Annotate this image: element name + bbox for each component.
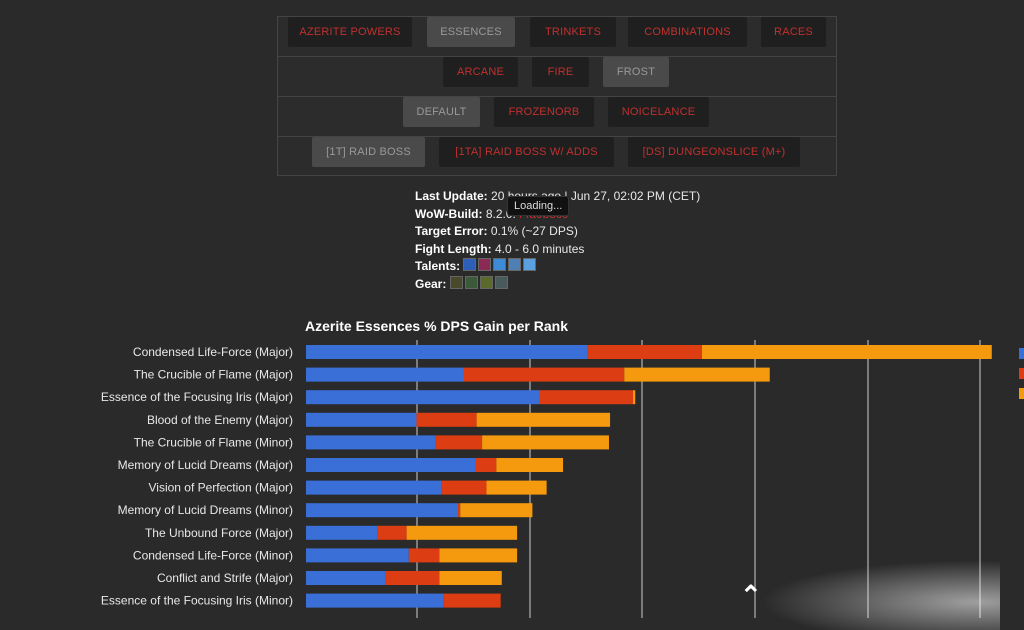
legend-swatch	[1019, 368, 1024, 379]
tab-raid-boss[interactable]: [1T] RAID BOSS	[312, 137, 425, 167]
nav-row-fight: [1T] RAID BOSS [1TA] RAID BOSS W/ ADDS […	[278, 137, 836, 176]
nav-row-talent: DEFAULT FROZENORB NOICELANCE	[278, 97, 836, 137]
bar-segment-rank-3[interactable]	[486, 480, 547, 495]
bar-segment-rank-1[interactable]	[306, 525, 378, 540]
top-cut-text	[0, 0, 1024, 6]
bar-segment-rank-3[interactable]	[624, 367, 770, 382]
category-label: The Crucible of Flame (Minor)	[134, 435, 293, 449]
bar-segment-rank-2[interactable]	[416, 412, 477, 427]
talent-icon-1[interactable]	[463, 258, 477, 271]
tab-default[interactable]: DEFAULT	[403, 97, 480, 127]
gear-line: Gear:	[415, 275, 700, 294]
filter-panel: AZERITE POWERS ESSENCES TRINKETS COMBINA…	[277, 16, 837, 176]
tab-frost[interactable]: FROST	[603, 57, 669, 87]
tab-dungeonslice[interactable]: [DS] DUNGEONSLICE (M+)	[628, 137, 800, 167]
tab-races[interactable]: RACES	[761, 17, 826, 47]
category-label: The Unbound Force (Major)	[145, 526, 293, 540]
category-label: Memory of Lucid Dreams (Major)	[118, 458, 293, 472]
nav-row-spec: ARCANE FIRE FROST	[278, 57, 836, 97]
bar-segment-rank-3[interactable]	[406, 525, 518, 540]
wow-build-label: WoW-Build:	[415, 206, 483, 221]
category-label: Essence of the Focusing Iris (Major)	[101, 390, 293, 404]
bar-segment-rank-3[interactable]	[633, 390, 636, 405]
bar-segment-rank-3[interactable]	[701, 345, 992, 359]
fight-length-label: Fight Length:	[415, 241, 492, 256]
gear-icon-2[interactable]	[464, 275, 478, 289]
talents-line: Talents:	[415, 258, 700, 276]
bar-segment-rank-3[interactable]	[496, 458, 564, 472]
bar-segment-rank-1[interactable]	[306, 435, 436, 450]
talent-icon-2[interactable]	[478, 258, 492, 271]
bar-segment-rank-1[interactable]	[306, 503, 459, 518]
bar-segment-rank-1[interactable]	[306, 345, 588, 359]
bar-segment-rank-3[interactable]	[460, 503, 533, 518]
dps-gain-chart: Condensed Life-Force (Major) The Crucible…	[101, 340, 1024, 618]
bar-segment-rank-1[interactable]	[306, 480, 442, 495]
bar-segment-rank-1[interactable]	[306, 458, 476, 472]
target-error-value: 0.1% (~27 DPS)	[490, 224, 578, 238]
talents-label: Talents:	[415, 259, 461, 273]
category-label: Essence of the Focusing Iris (Minor)	[101, 594, 293, 608]
bar-segment-rank-2[interactable]	[408, 548, 440, 563]
category-label: Vision of Perfection (Major)	[148, 481, 293, 495]
fight-length-value: 4.0 - 6.0 minutes	[494, 241, 585, 256]
tab-trinkets[interactable]: TRINKETS	[530, 17, 616, 47]
gear-icon-3[interactable]	[479, 275, 493, 289]
bar-segment-rank-3[interactable]	[439, 571, 502, 585]
gear-label: Gear:	[415, 276, 447, 291]
bar-segment-rank-2[interactable]	[475, 458, 497, 472]
bar-segment-rank-2[interactable]	[385, 571, 440, 585]
cursor-icon: ⌃	[740, 580, 762, 610]
bar-segment-rank-2[interactable]	[587, 345, 702, 359]
sim-info: Last Update: 20 hours ago | Jun 27, 02:0…	[415, 188, 700, 293]
talent-icon-3[interactable]	[493, 258, 507, 271]
bar-segment-rank-3[interactable]	[476, 412, 611, 427]
bar-segment-rank-2[interactable]	[435, 435, 483, 450]
legend-swatch	[1019, 348, 1024, 359]
bar-segment-rank-1[interactable]	[306, 593, 444, 608]
tab-raid-boss-adds[interactable]: [1TA] RAID BOSS W/ ADDS	[439, 137, 614, 167]
tab-arcane[interactable]: ARCANE	[443, 57, 518, 87]
talent-icon-5[interactable]	[523, 258, 537, 271]
bar-segment-rank-3[interactable]	[439, 548, 518, 563]
bar-segment-rank-2[interactable]	[441, 480, 487, 495]
wow-build-line: WoW-Build: 8.2.0.44a0b8cc	[415, 206, 700, 224]
fight-length-line: Fight Length: 4.0 - 6.0 minutes	[415, 241, 700, 259]
category-label: Memory of Lucid Dreams (Minor)	[118, 503, 293, 517]
bar-segment-rank-2[interactable]	[443, 593, 501, 608]
bar-segment-rank-2[interactable]	[463, 367, 625, 382]
chart-title: Azerite Essences % DPS Gain per Rank	[305, 318, 568, 334]
tab-frozenorb[interactable]: FROZENORB	[494, 97, 594, 127]
category-label: Condensed Life-Force (Major)	[133, 345, 293, 359]
category-label: Conflict and Strife (Major)	[157, 571, 293, 585]
talent-icon-4[interactable]	[508, 258, 522, 271]
gear-icon-1[interactable]	[449, 275, 463, 289]
tab-fire[interactable]: FIRE	[532, 57, 589, 87]
bar-segment-rank-2[interactable]	[538, 390, 634, 405]
bar-segment-rank-1[interactable]	[306, 412, 417, 427]
bar-segment-rank-1[interactable]	[306, 367, 464, 382]
tab-azerite-powers[interactable]: AZERITE POWERS	[288, 17, 412, 47]
category-label: Blood of the Enemy (Major)	[147, 413, 293, 427]
bar-segment-rank-3[interactable]	[482, 435, 609, 450]
gear-icon-4[interactable]	[494, 275, 508, 289]
bar-segment-rank-2[interactable]	[377, 525, 407, 540]
loading-tooltip: Loading...	[507, 196, 570, 216]
bar-segment-rank-1[interactable]	[306, 390, 539, 405]
target-error-label: Target Error:	[415, 224, 488, 238]
bar-segment-rank-2[interactable]	[458, 503, 461, 518]
tab-noicelance[interactable]: NOICELANCE	[608, 97, 709, 127]
last-update-label: Last Update:	[415, 189, 488, 203]
nav-row-category: AZERITE POWERS ESSENCES TRINKETS COMBINA…	[278, 17, 836, 57]
tab-essences[interactable]: ESSENCES	[427, 17, 515, 47]
target-error-line: Target Error: 0.1% (~27 DPS)	[415, 223, 700, 241]
bar-segment-rank-1[interactable]	[306, 571, 386, 585]
bar-segment-rank-1[interactable]	[306, 548, 409, 563]
category-label: The Crucible of Flame (Major)	[134, 368, 293, 382]
tab-combinations[interactable]: COMBINATIONS	[628, 17, 747, 47]
legend-swatch	[1019, 388, 1024, 399]
category-label: Condensed Life-Force (Minor)	[133, 548, 293, 562]
